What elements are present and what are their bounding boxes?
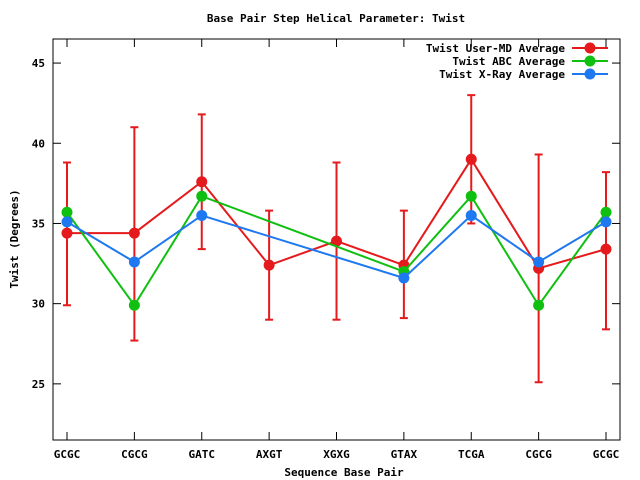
data-point: [533, 256, 545, 268]
data-point: [465, 209, 477, 221]
data-point: [61, 216, 73, 228]
data-point: [128, 227, 140, 239]
x-tick-label: AXGT: [256, 448, 283, 461]
legend-swatch-marker: [584, 55, 596, 67]
y-tick-label: 40: [32, 137, 45, 150]
legend-label: Twist X-Ray Average: [439, 68, 565, 81]
data-point: [465, 153, 477, 165]
y-tick-label: 45: [32, 57, 45, 70]
x-tick-label: XGXG: [323, 448, 350, 461]
legend-swatch-marker: [584, 42, 596, 54]
data-point: [196, 209, 208, 221]
data-point: [331, 235, 342, 247]
x-tick-label: GTAX: [391, 448, 418, 461]
data-point: [263, 259, 275, 271]
series-1: [61, 94, 612, 384]
chart-title: Base Pair Step Helical Parameter: Twist: [207, 12, 465, 25]
x-tick-label: GCGC: [54, 448, 81, 461]
x-tick-label: GATC: [189, 448, 216, 461]
data-point: [465, 190, 477, 202]
legend-label: Twist ABC Average: [452, 55, 565, 68]
series-layer: [61, 94, 612, 384]
y-tick-label: 30: [32, 298, 45, 311]
x-axis-label: Sequence Base Pair: [284, 466, 404, 479]
legend-swatch-marker: [584, 68, 596, 80]
x-tick-label: CGCG: [525, 448, 552, 461]
data-point: [600, 243, 612, 255]
data-point: [196, 190, 208, 202]
data-point: [128, 256, 140, 268]
series-2: [61, 190, 612, 311]
x-tick-label: GCGC: [593, 448, 620, 461]
x-tick-label: TCGA: [458, 448, 485, 461]
data-point: [600, 216, 612, 228]
data-point: [128, 299, 140, 311]
series-3: [61, 209, 612, 284]
y-axis-label: Twist (Degrees): [8, 189, 21, 288]
data-point: [196, 176, 208, 188]
data-point: [61, 206, 73, 218]
y-tick-label: 35: [32, 217, 45, 230]
x-tick-label: CGCG: [121, 448, 148, 461]
legend-label: Twist User-MD Average: [426, 42, 565, 55]
axis-ticks: 25 30 35 40 45 GCGC CGCG GATC AXGT XGXG GTAX TCGA CG…: [32, 39, 620, 461]
data-point: [398, 272, 410, 284]
data-point: [533, 299, 545, 311]
y-tick-label: 25: [32, 378, 45, 391]
data-point: [61, 227, 73, 239]
data-point: [600, 206, 612, 218]
